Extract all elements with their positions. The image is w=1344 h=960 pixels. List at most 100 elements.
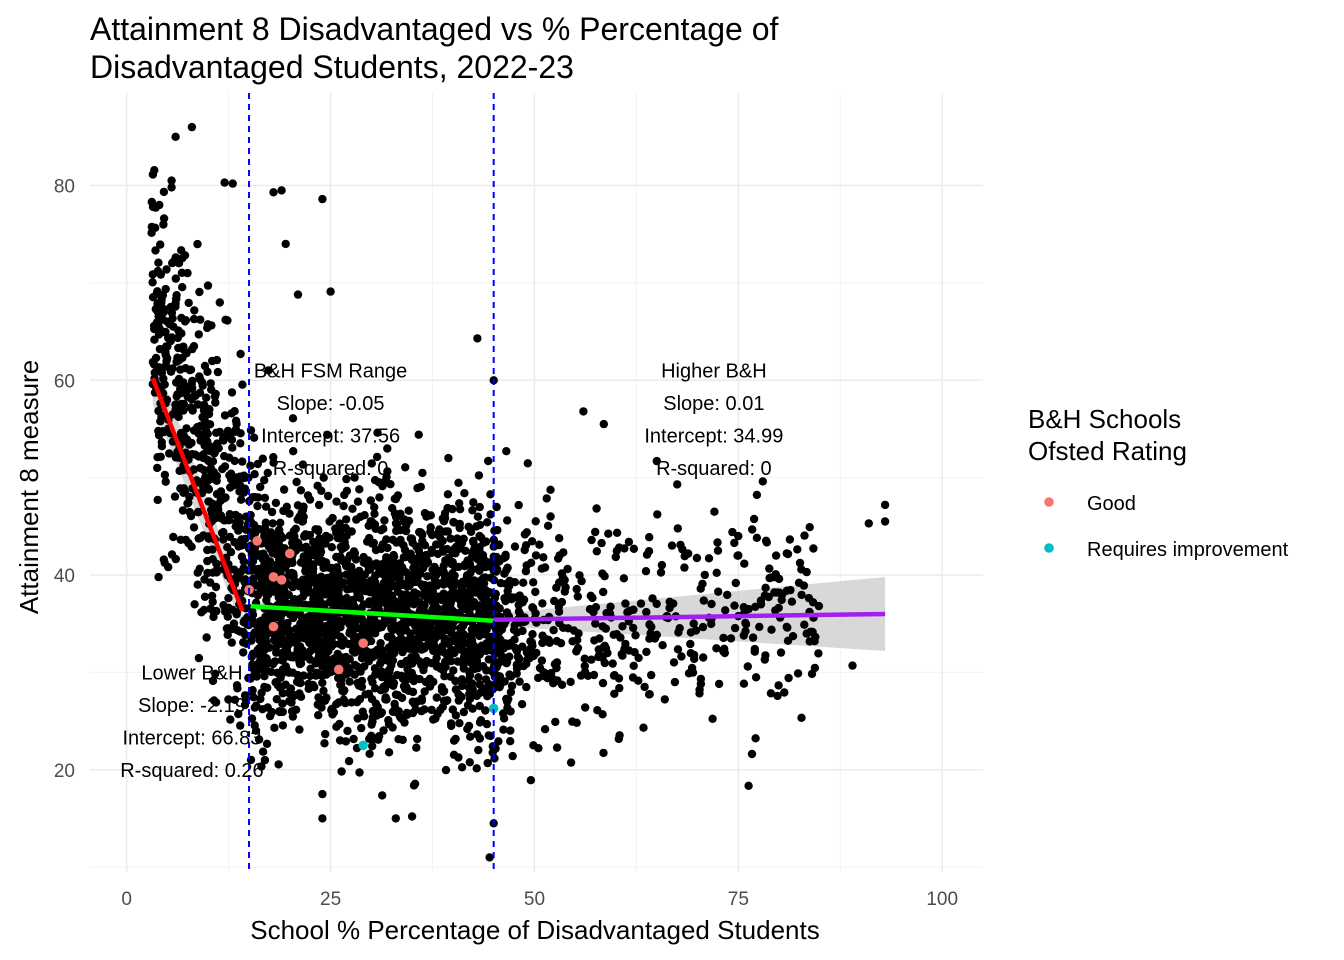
data-point <box>253 459 262 469</box>
bh-school-point <box>276 575 287 585</box>
data-point <box>420 661 429 670</box>
data-point <box>780 688 789 697</box>
data-point <box>414 430 423 439</box>
gridlines <box>90 93 983 872</box>
data-point <box>375 493 384 502</box>
data-point <box>314 711 323 720</box>
data-point <box>645 634 654 643</box>
data-point <box>220 178 229 187</box>
data-point <box>800 531 809 540</box>
data-point <box>161 348 170 357</box>
data-point <box>489 637 498 646</box>
data-point <box>326 287 335 296</box>
data-point <box>454 478 463 487</box>
data-point <box>799 581 809 590</box>
data-point <box>538 599 547 608</box>
data-point <box>203 281 213 290</box>
data-point <box>456 657 466 667</box>
data-point <box>391 494 401 504</box>
data-point <box>200 592 210 601</box>
data-point <box>413 734 422 744</box>
data-point <box>278 707 287 717</box>
data-point <box>215 513 225 522</box>
data-point <box>542 494 551 503</box>
data-point <box>640 682 649 692</box>
data-point <box>515 677 524 686</box>
data-point <box>451 711 461 720</box>
data-point <box>441 662 450 671</box>
data-point <box>471 623 480 633</box>
data-point <box>407 812 417 821</box>
data-point <box>163 317 172 326</box>
data-point <box>357 682 367 691</box>
data-point <box>310 644 319 654</box>
data-point <box>673 480 682 489</box>
annotation-line: Slope: -2.19 <box>138 695 246 717</box>
data-point <box>795 558 805 568</box>
data-point <box>475 680 484 689</box>
data-point <box>336 556 346 565</box>
data-point <box>673 524 682 533</box>
data-point <box>250 703 259 712</box>
data-point <box>344 584 353 594</box>
data-point <box>189 465 199 474</box>
data-point <box>304 679 313 689</box>
data-point <box>336 680 346 689</box>
data-point <box>313 481 322 490</box>
data-point <box>388 707 398 716</box>
data-point <box>364 657 373 666</box>
data-point <box>169 532 178 542</box>
data-point <box>591 619 600 628</box>
data-point <box>168 410 178 419</box>
data-point <box>776 648 786 657</box>
data-point <box>765 573 774 583</box>
data-point <box>264 366 273 375</box>
data-point <box>631 631 640 640</box>
data-point <box>289 447 298 456</box>
data-point <box>740 559 749 568</box>
data-point <box>472 764 481 773</box>
data-point <box>183 499 192 508</box>
data-point <box>410 699 419 708</box>
data-point <box>467 636 477 645</box>
data-point <box>384 651 394 660</box>
data-point <box>357 603 366 612</box>
data-point <box>415 607 424 616</box>
data-point <box>741 620 751 629</box>
data-point <box>658 641 667 650</box>
data-point <box>240 484 250 493</box>
data-point <box>159 374 168 383</box>
data-point <box>265 711 275 721</box>
data-point <box>174 326 183 335</box>
data-point <box>483 562 492 571</box>
data-point <box>342 531 351 541</box>
data-point <box>260 755 270 765</box>
data-point <box>541 669 550 678</box>
data-point <box>261 655 270 664</box>
data-point <box>233 480 242 489</box>
data-point <box>755 622 764 632</box>
data-point <box>412 743 421 752</box>
data-point <box>357 723 366 733</box>
data-point <box>450 571 459 580</box>
data-point <box>271 498 281 508</box>
data-point <box>378 791 387 800</box>
data-point <box>645 533 654 542</box>
data-point <box>340 655 349 665</box>
data-point <box>351 570 360 580</box>
data-point <box>786 585 795 595</box>
data-point <box>347 698 356 707</box>
data-point <box>549 626 558 635</box>
data-point <box>446 599 455 608</box>
data-point <box>446 656 456 666</box>
data-point <box>422 512 431 521</box>
x-tick-label: 25 <box>320 889 341 910</box>
data-point <box>699 653 708 662</box>
data-point <box>341 698 350 708</box>
data-point <box>698 622 708 632</box>
data-point <box>260 476 269 485</box>
data-point <box>200 575 209 584</box>
data-point <box>279 485 289 494</box>
data-point <box>284 688 293 698</box>
data-point <box>170 492 180 501</box>
